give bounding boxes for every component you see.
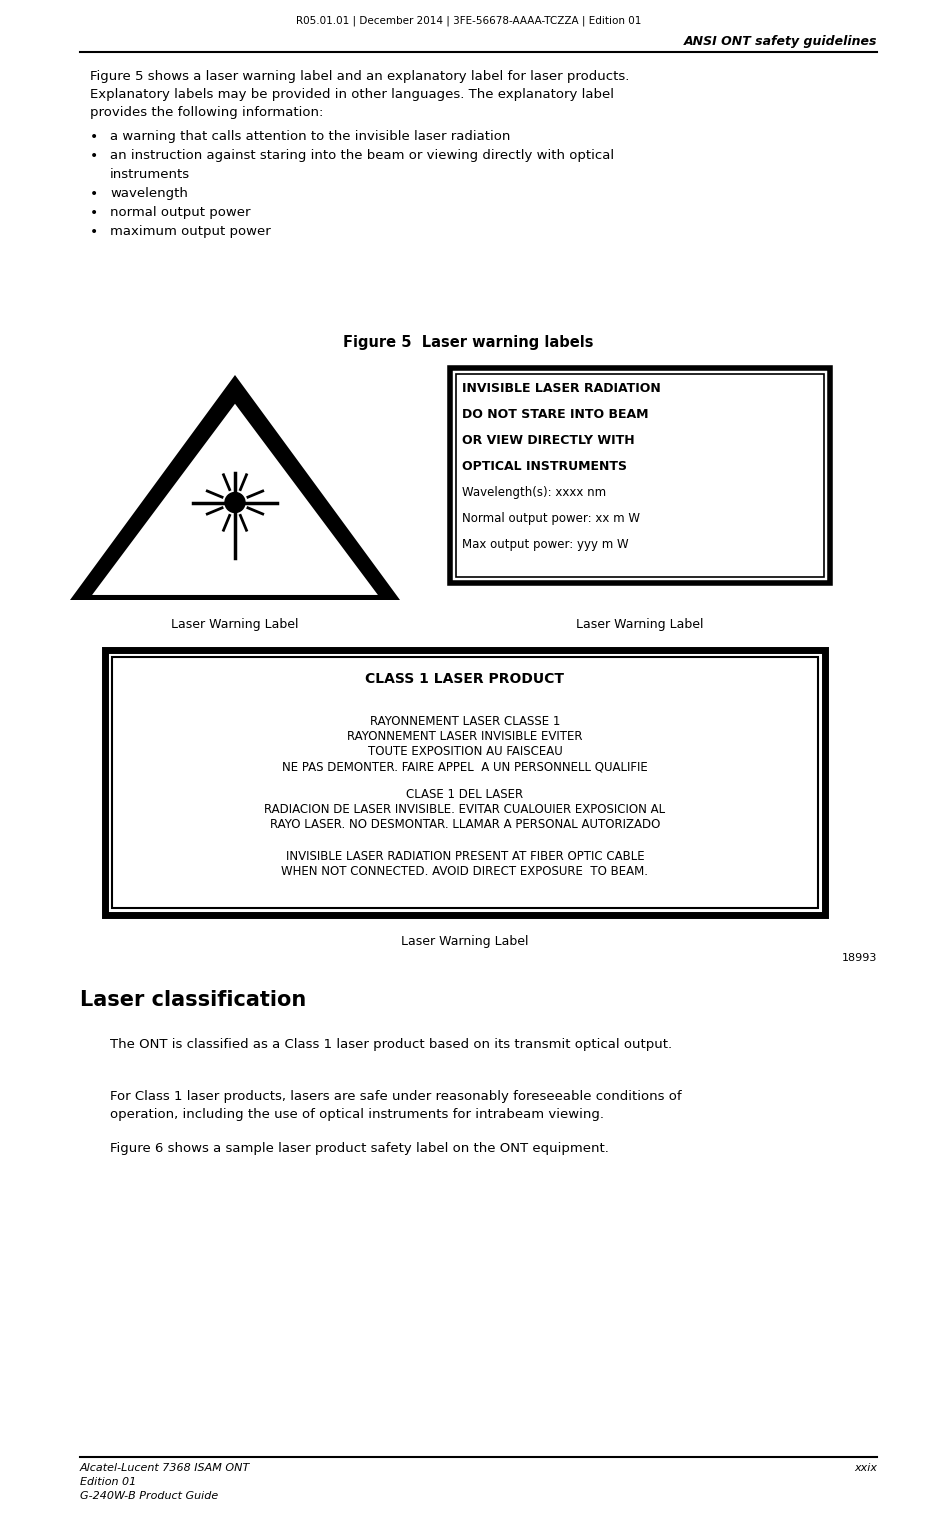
Text: Laser classification: Laser classification [80,991,306,1010]
Text: WHEN NOT CONNECTED. AVOID DIRECT EXPOSURE  TO BEAM.: WHEN NOT CONNECTED. AVOID DIRECT EXPOSUR… [281,865,648,878]
Text: NE PAS DEMONTER. FAIRE APPEL  A UN PERSONNELL QUALIFIE: NE PAS DEMONTER. FAIRE APPEL A UN PERSON… [282,760,647,774]
Text: RAYO LASER. NO DESMONTAR. LLAMAR A PERSONAL AUTORIZADO: RAYO LASER. NO DESMONTAR. LLAMAR A PERSO… [270,818,660,831]
Polygon shape [90,402,380,596]
Text: xxix: xxix [853,1462,876,1473]
Text: R05.01.01 | December 2014 | 3FE-56678-AAAA-TCZZA | Edition 01: R05.01.01 | December 2014 | 3FE-56678-AA… [296,15,640,26]
Text: maximum output power: maximum output power [110,225,271,238]
Text: •: • [90,206,98,220]
Text: an instruction against staring into the beam or viewing directly with optical: an instruction against staring into the … [110,149,613,162]
Text: For Class 1 laser products, lasers are safe under reasonably foreseeable conditi: For Class 1 laser products, lasers are s… [110,1091,680,1103]
FancyBboxPatch shape [449,369,829,583]
Text: DO NOT STARE INTO BEAM: DO NOT STARE INTO BEAM [461,408,648,422]
Text: ANSI ONT safety guidelines: ANSI ONT safety guidelines [682,35,876,49]
Text: CLASE 1 DEL LASER: CLASE 1 DEL LASER [406,787,523,801]
Text: Laser Warning Label: Laser Warning Label [576,617,703,631]
Text: G-240W-B Product Guide: G-240W-B Product Guide [80,1491,218,1500]
Text: INVISIBLE LASER RADIATION PRESENT AT FIBER OPTIC CABLE: INVISIBLE LASER RADIATION PRESENT AT FIB… [285,850,644,863]
Text: TOUTE EXPOSITION AU FAISCEAU: TOUTE EXPOSITION AU FAISCEAU [367,745,562,758]
Text: OR VIEW DIRECTLY WITH: OR VIEW DIRECTLY WITH [461,434,634,448]
FancyBboxPatch shape [105,649,824,915]
Text: •: • [90,149,98,162]
Text: 18993: 18993 [841,953,876,963]
Text: Figure 5 shows a laser warning label and an explanatory label for laser products: Figure 5 shows a laser warning label and… [90,70,629,83]
Text: Laser Warning Label: Laser Warning Label [401,934,528,948]
Text: INVISIBLE LASER RADIATION: INVISIBLE LASER RADIATION [461,382,660,394]
Text: •: • [90,225,98,240]
Text: OPTICAL INSTRUMENTS: OPTICAL INSTRUMENTS [461,460,626,473]
Circle shape [225,493,244,513]
Text: instruments: instruments [110,168,190,181]
Text: Figure 5  Laser warning labels: Figure 5 Laser warning labels [343,335,593,350]
Text: Laser Warning Label: Laser Warning Label [171,617,299,631]
Text: •: • [90,187,98,200]
Text: RAYONNEMENT LASER INVISIBLE EVITER: RAYONNEMENT LASER INVISIBLE EVITER [347,730,582,743]
Text: wavelength: wavelength [110,187,188,200]
Text: provides the following information:: provides the following information: [90,106,323,118]
Polygon shape [70,375,400,601]
Text: Explanatory labels may be provided in other languages. The explanatory label: Explanatory labels may be provided in ot… [90,88,613,102]
Text: CLASS 1 LASER PRODUCT: CLASS 1 LASER PRODUCT [365,672,563,686]
Text: The ONT is classified as a Class 1 laser product based on its transmit optical o: The ONT is classified as a Class 1 laser… [110,1038,671,1051]
Text: Max output power: yyy m W: Max output power: yyy m W [461,539,628,551]
Text: Alcatel-Lucent 7368 ISAM ONT: Alcatel-Lucent 7368 ISAM ONT [80,1462,250,1473]
Text: Wavelength(s): xxxx nm: Wavelength(s): xxxx nm [461,485,606,499]
Text: Figure 6 shows a sample laser product safety label on the ONT equipment.: Figure 6 shows a sample laser product sa… [110,1142,608,1154]
Text: •: • [90,130,98,144]
Text: RADIACION DE LASER INVISIBLE. EVITAR CUALOUIER EXPOSICION AL: RADIACION DE LASER INVISIBLE. EVITAR CUA… [264,802,665,816]
FancyBboxPatch shape [112,657,817,909]
Text: normal output power: normal output power [110,206,250,218]
Text: Edition 01: Edition 01 [80,1478,136,1487]
Text: RAYONNEMENT LASER CLASSE 1: RAYONNEMENT LASER CLASSE 1 [370,715,560,728]
Text: Normal output power: xx m W: Normal output power: xx m W [461,513,639,525]
Text: operation, including the use of optical instruments for intrabeam viewing.: operation, including the use of optical … [110,1107,604,1121]
Text: a warning that calls attention to the invisible laser radiation: a warning that calls attention to the in… [110,130,510,143]
FancyBboxPatch shape [456,375,823,576]
